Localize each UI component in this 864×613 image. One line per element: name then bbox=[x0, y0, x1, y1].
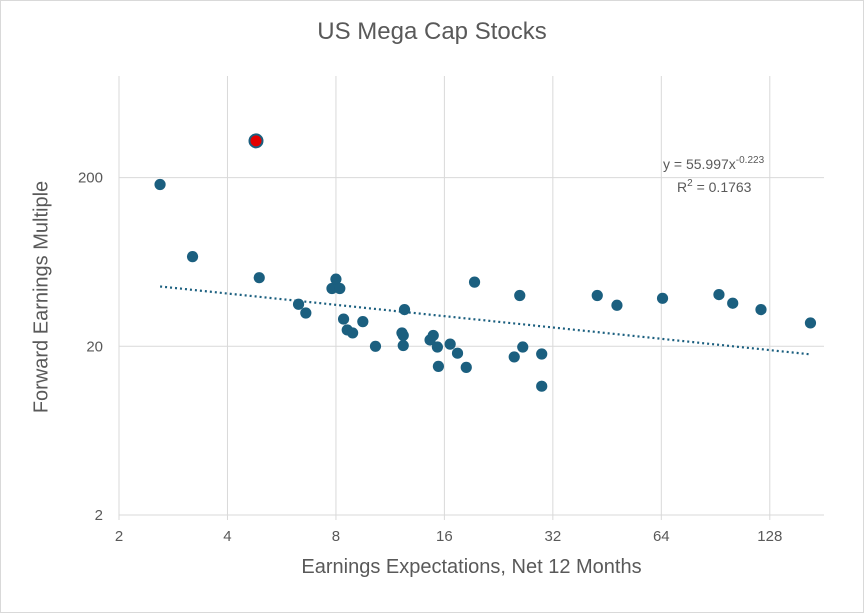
data-point bbox=[514, 289, 526, 302]
data-point bbox=[186, 251, 199, 263]
data-point bbox=[357, 316, 369, 328]
data-point bbox=[398, 303, 411, 316]
data-point bbox=[397, 339, 409, 352]
data-point bbox=[536, 348, 548, 360]
tick-labels: 2 4 8 16 32 64 128 2 20 200 bbox=[78, 170, 782, 545]
data-point bbox=[727, 297, 739, 309]
equation-prefix: y = 55.997x bbox=[663, 156, 736, 172]
data-point bbox=[804, 317, 817, 329]
x-tick-label: 4 bbox=[223, 528, 231, 545]
highlighted-data-point bbox=[248, 133, 264, 149]
data-point bbox=[292, 298, 305, 310]
data-point bbox=[451, 347, 464, 359]
data-point bbox=[713, 288, 725, 301]
chart-title: US Mega Cap Stocks bbox=[317, 18, 547, 45]
axes bbox=[118, 514, 824, 520]
x-tick-label: 32 bbox=[545, 528, 562, 545]
data-point bbox=[432, 360, 445, 372]
y-tick-label: 20 bbox=[86, 338, 103, 355]
data-point bbox=[460, 361, 472, 373]
data-point bbox=[154, 178, 166, 191]
data-point bbox=[611, 299, 623, 311]
r-squared-superscript: 2 bbox=[687, 178, 693, 189]
data-point bbox=[369, 340, 382, 352]
data-point bbox=[468, 276, 481, 288]
trendline-layer bbox=[159, 285, 811, 356]
y-tick-label: 2 bbox=[95, 507, 103, 524]
x-axis-title: Earnings Expectations, Net 12 Months bbox=[301, 556, 642, 578]
data-points bbox=[154, 133, 817, 392]
x-tick-label: 8 bbox=[332, 528, 340, 545]
r-squared-value: = 0.1763 bbox=[693, 179, 752, 195]
data-point bbox=[427, 329, 439, 342]
equation-exponent: -0.223 bbox=[736, 155, 765, 166]
data-point bbox=[444, 338, 456, 350]
data-point bbox=[300, 307, 312, 319]
data-point bbox=[347, 327, 359, 339]
x-tick-label: 64 bbox=[653, 528, 670, 545]
data-point bbox=[330, 273, 342, 285]
y-tick-label: 200 bbox=[78, 170, 103, 187]
data-point bbox=[253, 272, 265, 284]
data-point bbox=[591, 289, 603, 302]
data-point bbox=[397, 329, 409, 342]
data-point bbox=[517, 341, 529, 353]
x-tick-label: 2 bbox=[115, 528, 123, 545]
data-point bbox=[334, 282, 346, 295]
data-point bbox=[755, 303, 767, 316]
r-squared-prefix: R bbox=[677, 179, 687, 195]
trendline bbox=[159, 285, 811, 356]
x-tick-label: 128 bbox=[757, 528, 782, 545]
data-point bbox=[508, 351, 520, 363]
data-point bbox=[536, 380, 548, 392]
data-point bbox=[431, 341, 443, 353]
x-tick-label: 16 bbox=[436, 528, 453, 545]
trendline-equation: y = 55.997x-0.223 bbox=[663, 155, 765, 172]
r-squared: R2 = 0.1763 bbox=[677, 178, 752, 195]
data-point bbox=[326, 282, 338, 295]
data-point bbox=[337, 313, 350, 325]
data-point bbox=[656, 292, 669, 304]
